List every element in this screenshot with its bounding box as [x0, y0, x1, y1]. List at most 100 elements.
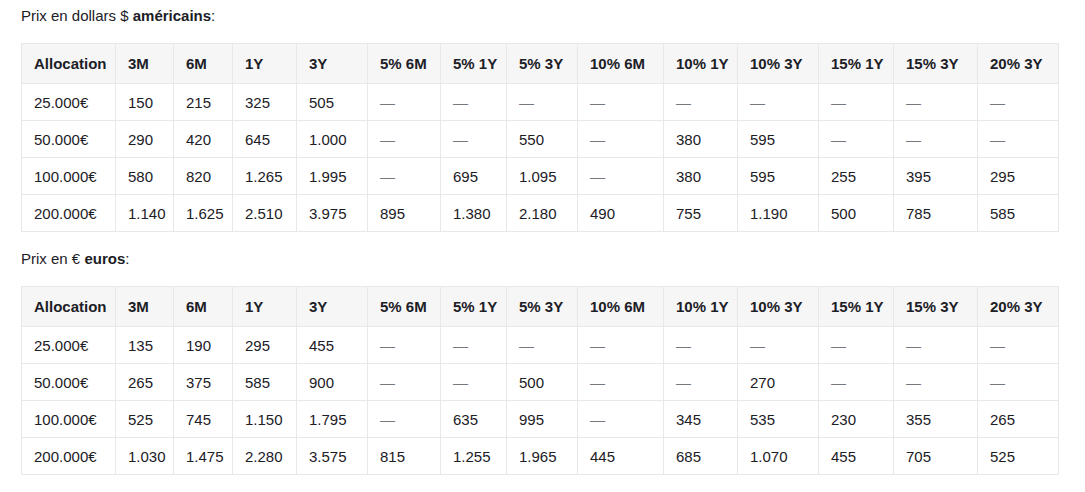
eur-price-table: Allocation3M6M1Y3Y5% 6M5% 1Y5% 3Y10% 6M1… — [21, 286, 1059, 475]
price-cell: 525 — [116, 401, 174, 438]
price-cell: 215 — [174, 84, 233, 121]
price-cell: 1.475 — [174, 438, 233, 475]
price-cell: 295 — [233, 327, 297, 364]
price-cell: 455 — [819, 438, 894, 475]
column-header: 6M — [174, 44, 233, 84]
column-header: 5% 6M — [368, 287, 441, 327]
usd-title-suffix: : — [211, 7, 215, 24]
table-row: 50.000€265375585900——500——270——— — [22, 364, 1059, 401]
price-cell: — — [368, 401, 441, 438]
table-row: 200.000€1.1401.6252.5103.9758951.3802.18… — [22, 195, 1059, 232]
column-header: 1Y — [233, 44, 297, 84]
price-cell: 395 — [894, 158, 978, 195]
price-cell: — — [578, 364, 664, 401]
column-header: 6M — [174, 287, 233, 327]
price-cell: 355 — [894, 401, 978, 438]
eur-title-bold: euros — [84, 250, 125, 267]
price-cell: — — [578, 327, 664, 364]
column-header: 10% 3Y — [738, 287, 819, 327]
column-header: 20% 3Y — [978, 287, 1059, 327]
price-cell: — — [978, 327, 1059, 364]
price-cell: 2.510 — [233, 195, 297, 232]
price-cell: 375 — [174, 364, 233, 401]
column-header: 10% 1Y — [664, 287, 738, 327]
price-cell: — — [978, 84, 1059, 121]
price-cell: 505 — [297, 84, 368, 121]
price-cell: 820 — [174, 158, 233, 195]
column-header: 10% 6M — [578, 287, 664, 327]
price-cell: — — [368, 364, 441, 401]
price-cell: — — [368, 158, 441, 195]
table-row: 100.000€5808201.2651.995—6951.095—380595… — [22, 158, 1059, 195]
column-header: 15% 1Y — [819, 44, 894, 84]
price-cell: 635 — [441, 401, 507, 438]
price-cell: 1.995 — [297, 158, 368, 195]
column-header: 3Y — [297, 287, 368, 327]
column-header: 10% 6M — [578, 44, 664, 84]
usd-title-bold: américains — [133, 7, 211, 24]
table-row: 50.000€2904206451.000——550—380595——— — [22, 121, 1059, 158]
price-cell: 490 — [578, 195, 664, 232]
price-cell: — — [441, 327, 507, 364]
price-cell: 1.265 — [233, 158, 297, 195]
price-cell: — — [819, 121, 894, 158]
price-cell: 595 — [738, 121, 819, 158]
price-cell: — — [978, 121, 1059, 158]
table-row: 200.000€1.0301.4752.2803.5758151.2551.96… — [22, 438, 1059, 475]
price-cell: — — [368, 121, 441, 158]
price-cell: 900 — [297, 364, 368, 401]
price-cell: — — [819, 364, 894, 401]
price-cell: 1.030 — [116, 438, 174, 475]
price-cell: — — [441, 121, 507, 158]
price-cell: — — [738, 84, 819, 121]
price-cell: 1.000 — [297, 121, 368, 158]
table-row: 100.000€5257451.1501.795—635995—34553523… — [22, 401, 1059, 438]
pricing-page: Prix en dollars $ américains: Allocation… — [0, 0, 1085, 492]
price-cell: 3.975 — [297, 195, 368, 232]
column-header: 10% 3Y — [738, 44, 819, 84]
price-cell: 265 — [116, 364, 174, 401]
price-cell: 345 — [664, 401, 738, 438]
allocation-cell: 50.000€ — [22, 121, 116, 158]
price-cell: 1.140 — [116, 195, 174, 232]
price-cell: — — [441, 84, 507, 121]
price-cell: — — [664, 84, 738, 121]
column-header: 5% 1Y — [441, 287, 507, 327]
price-cell: — — [368, 327, 441, 364]
header-row: Allocation3M6M1Y3Y5% 6M5% 1Y5% 3Y10% 6M1… — [22, 44, 1059, 84]
price-cell: 380 — [664, 121, 738, 158]
column-header: 15% 1Y — [819, 287, 894, 327]
price-cell: 535 — [738, 401, 819, 438]
price-cell: — — [507, 84, 578, 121]
price-cell: 190 — [174, 327, 233, 364]
price-cell: — — [507, 327, 578, 364]
price-cell: 995 — [507, 401, 578, 438]
price-cell: — — [368, 84, 441, 121]
price-cell: 290 — [116, 121, 174, 158]
price-cell: 270 — [738, 364, 819, 401]
price-cell: — — [664, 364, 738, 401]
column-header: 3M — [116, 287, 174, 327]
price-cell: 585 — [233, 364, 297, 401]
price-cell: 1.190 — [738, 195, 819, 232]
price-cell: 645 — [233, 121, 297, 158]
allocation-cell: 100.000€ — [22, 158, 116, 195]
allocation-cell: 25.000€ — [22, 327, 116, 364]
column-header: 5% 6M — [368, 44, 441, 84]
price-cell: 265 — [978, 401, 1059, 438]
price-cell: 230 — [819, 401, 894, 438]
column-header: 5% 3Y — [507, 287, 578, 327]
price-cell: 420 — [174, 121, 233, 158]
usd-table-title: Prix en dollars $ américains: — [21, 7, 1085, 24]
price-cell: 1.070 — [738, 438, 819, 475]
price-cell: — — [819, 327, 894, 364]
price-cell: — — [894, 84, 978, 121]
price-cell: 595 — [738, 158, 819, 195]
price-cell: 3.575 — [297, 438, 368, 475]
price-cell: — — [978, 364, 1059, 401]
price-cell: — — [578, 158, 664, 195]
price-cell: 755 — [664, 195, 738, 232]
price-cell: 1.255 — [441, 438, 507, 475]
price-cell: 785 — [894, 195, 978, 232]
table-row: 25.000€135190295455————————— — [22, 327, 1059, 364]
